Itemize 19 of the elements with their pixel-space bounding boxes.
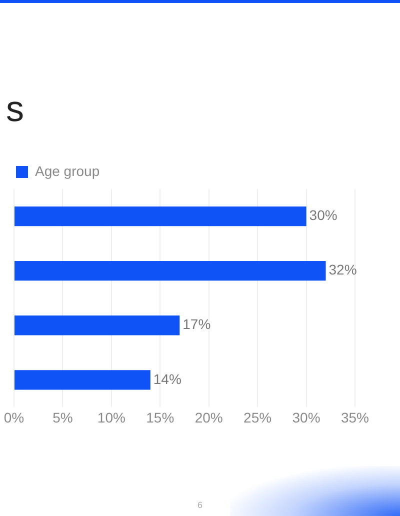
x-tick-label: 15% [146,409,174,426]
bar [14,316,180,336]
data-label: 14% [153,370,182,387]
data-label: 30% [309,207,338,224]
data-label: 17% [182,316,211,332]
data-label: 32% [328,262,357,278]
x-tick-label: 5% [52,409,73,426]
legend-label: Age group [35,162,100,179]
bar [14,206,306,226]
chart-title: s [6,88,24,130]
bar [14,370,150,390]
x-tick-label: 30% [292,409,320,426]
x-tick-label: 10% [97,409,126,426]
bar [14,261,326,281]
x-tick-label: 20% [194,409,223,426]
x-tick-label: 25% [244,409,272,426]
x-tick-label: 0% [4,409,24,426]
x-tick-label: 35% [340,409,370,426]
text: 6 [196,500,204,510]
